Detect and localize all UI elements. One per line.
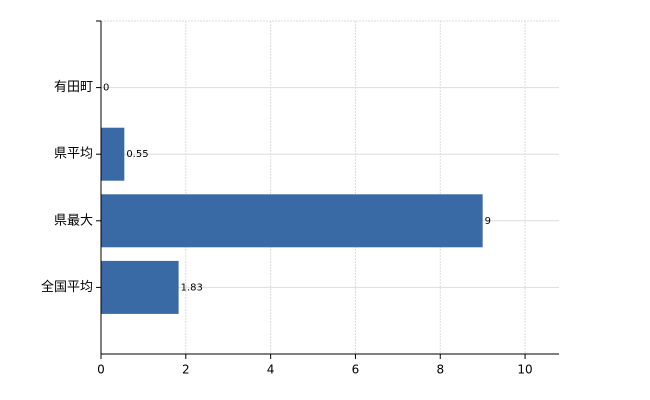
bar [101,194,483,248]
x-tick-label: 8 [436,363,444,377]
value-label: 9 [485,216,491,227]
x-tick-label: 10 [517,363,532,377]
value-label: 1.83 [181,282,203,293]
x-tick-label: 4 [267,363,275,377]
y-tick-label: 有田町 [54,80,93,95]
value-label: 0.55 [126,149,148,160]
x-tick-label: 2 [182,363,190,377]
y-tick-label: 県平均 [54,147,93,162]
y-tick-label: 全国平均 [41,279,93,295]
y-tick-label: 県最大 [54,213,93,228]
bar [101,260,179,314]
value-label: 0 [103,83,109,94]
bar [101,127,125,181]
x-tick-label: 6 [352,363,360,377]
x-tick-label: 0 [97,363,105,377]
